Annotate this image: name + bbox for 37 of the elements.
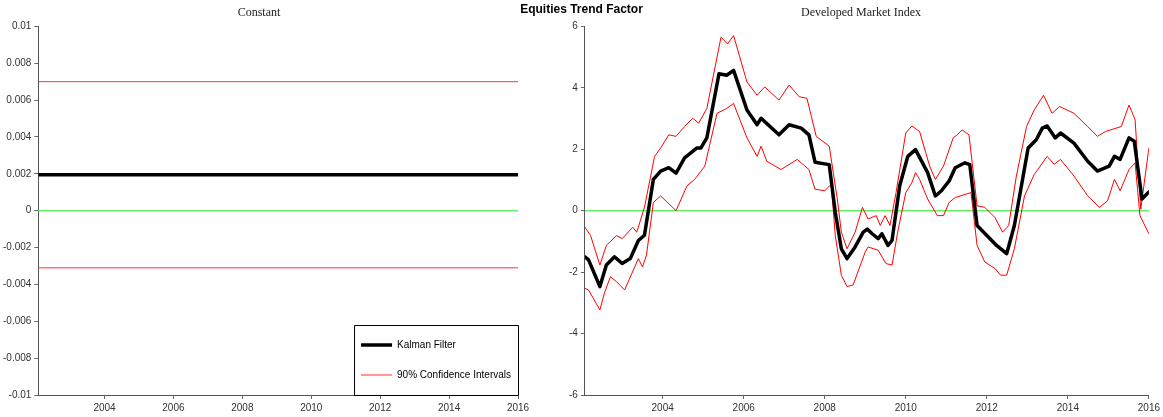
- x-tick-label: 2004: [651, 401, 675, 413]
- x-tick-label: 2004: [93, 401, 117, 413]
- y-tick-label: -0.004: [3, 278, 32, 290]
- y-tick-label: 0.004: [6, 130, 32, 142]
- x-tick-label: 2010: [894, 401, 918, 413]
- y-tick-label: 0.002: [6, 167, 32, 179]
- y-tick-label: -0.002: [3, 241, 32, 253]
- legend-label: Kalman Filter: [397, 338, 457, 350]
- x-tick-label: 2016: [506, 401, 530, 413]
- y-tick-label: -2: [568, 265, 579, 277]
- x-tick-label: 2014: [1056, 401, 1080, 413]
- y-tick-label: 4: [572, 81, 579, 93]
- y-tick-label: 0: [25, 204, 32, 216]
- chart-title: Constant: [237, 5, 281, 20]
- chart-title: Developed Market Index: [801, 5, 921, 20]
- y-tick-label: 2: [572, 143, 579, 155]
- x-tick-label: 2006: [732, 401, 756, 413]
- x-tick-label: 2016: [1137, 401, 1161, 413]
- x-tick-label: 2008: [231, 401, 254, 413]
- y-tick-label: -0.006: [3, 315, 32, 327]
- x-tick-label: 2012: [975, 401, 999, 413]
- legend-label: 90% Confidence Intervals: [397, 368, 512, 380]
- y-tick-label: 6: [572, 20, 579, 32]
- text: Equities Trend Factor: [520, 2, 643, 16]
- y-tick-label: -0.01: [8, 388, 32, 400]
- y-tick-label: 0.006: [6, 93, 32, 105]
- x-tick-label: 2014: [437, 401, 461, 413]
- y-tick-label: -4: [568, 327, 579, 339]
- x-tick-label: 2012: [369, 401, 392, 413]
- y-tick-label: -6: [568, 388, 579, 400]
- x-tick-label: 2006: [162, 401, 185, 413]
- x-tick-label: 2008: [813, 401, 837, 413]
- y-tick-label: 0.01: [11, 20, 32, 32]
- y-tick-label: 0.008: [6, 57, 32, 69]
- y-tick-label: -0.008: [3, 351, 32, 363]
- y-tick-label: 0: [572, 204, 579, 216]
- x-tick-label: 2010: [300, 401, 323, 413]
